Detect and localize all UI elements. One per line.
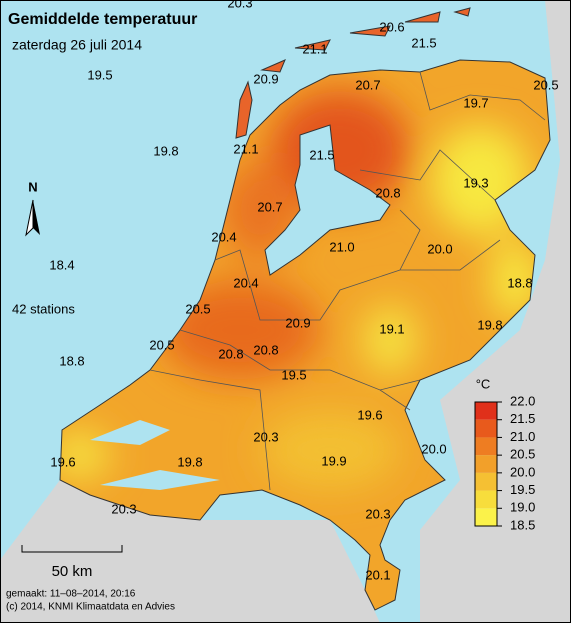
island [260,59,286,73]
ijsselmeer [264,124,391,276]
station-value: 18.8 [507,275,532,290]
legend-swatch [475,508,497,526]
estuary [100,470,220,490]
legend-swatch [475,419,497,438]
wadden-islands [235,7,471,139]
legend: °C 22.0 21.5 21.0 20.5 20.0 19.5 19.0 18.5 [474,376,535,532]
station-value: 20.1 [365,567,390,582]
arrow-half [33,200,40,235]
legend-tick-label: 21.5 [510,411,535,426]
station-value: 19.8 [153,143,178,158]
station-value: 20.3 [111,501,136,516]
station-value: 19.5 [87,67,112,82]
province-border [359,149,496,201]
station-value: 20.0 [427,241,452,256]
cool-zone [490,240,540,320]
station-value: 19.8 [177,454,202,469]
station-value: 19.1 [379,321,404,336]
legend-tick-label: 20.5 [510,447,535,462]
province-border [149,369,271,491]
station-value: 20.4 [211,229,236,244]
station-value: 19.6 [50,454,75,469]
station-value: 20.7 [257,199,282,214]
legend-swatch [475,437,497,456]
footer-copyright: (c) 2014, KNMI Klimaatdata en Advies [6,602,175,613]
station-value: 20.6 [379,19,404,34]
legend-tick-label: 20.0 [510,464,535,479]
station-value: 18.4 [49,257,74,272]
legend-tick-label: 22.0 [510,393,535,408]
north-arrow: N [25,179,40,237]
station-value: 21.5 [411,35,436,50]
legend-unit: °C [476,376,491,391]
island [294,39,331,51]
station-value: 19.3 [463,175,488,190]
station-value: 20.0 [421,441,446,456]
station-value: 21.1 [302,41,327,56]
title: Gemiddelde temperatuur [8,11,197,28]
footer-made: gemaakt: 11–08–2014, 20:16 [6,589,136,600]
warm-zone [160,280,320,380]
north-label: N [28,179,37,194]
province-border [179,329,421,391]
station-value: 19.7 [463,95,488,110]
station-value: 20.3 [227,0,252,10]
station-value: 19.8 [477,317,502,332]
station-value: 20.9 [285,315,310,330]
legend-swatch [475,490,497,509]
station-value: 20.3 [365,506,390,521]
island [404,11,441,23]
station-count: 42 stations [12,301,75,316]
province-border [214,249,401,321]
station-value: 18.8 [59,353,84,368]
legend-tick-label: 19.0 [510,500,535,515]
island [349,25,391,37]
province-border [379,389,411,411]
station-value: 20.8 [375,185,400,200]
scale-label: 50 km [52,563,93,580]
station-value: 21.1 [233,141,258,156]
station-value: 20.3 [253,429,278,444]
station-value: 20.5 [149,337,174,352]
station-value: 20.8 [218,346,243,361]
island [453,7,471,17]
legend-tick-label: 18.5 [510,517,535,532]
arrow-half [25,199,34,237]
belgium [0,480,380,623]
stations: 20.3 20.6 21.5 21.1 19.5 20.9 20.7 20.5 19.7 19.8… [49,0,558,582]
legend-swatch [475,455,497,473]
estuary [90,420,170,445]
station-value: 20.5 [185,301,210,316]
province-borders [149,71,546,491]
legend-tick-label: 21.0 [510,429,535,444]
station-value: 21.0 [329,239,354,254]
province-border [419,71,546,121]
island [235,80,253,139]
legend-swatch [475,472,497,491]
station-value: 20.8 [253,342,278,357]
station-value: 20.4 [233,275,258,290]
cool-zone [362,305,418,375]
station-value: 20.7 [355,77,380,92]
legend-tick-label: 19.5 [510,482,535,497]
mild-zone [260,410,400,490]
scale-bar [21,545,123,553]
station-value: 20.5 [533,77,558,92]
station-value: 20.9 [253,71,278,86]
cool-zone [60,430,110,480]
station-value: 19.6 [357,407,382,422]
legend-swatch [475,402,497,420]
station-value: 19.5 [281,367,306,382]
station-value: 19.9 [321,453,346,468]
subtitle: zaterdag 26 juli 2014 [12,37,142,53]
legend-frame [474,401,498,527]
station-value: 21.5 [309,147,334,162]
